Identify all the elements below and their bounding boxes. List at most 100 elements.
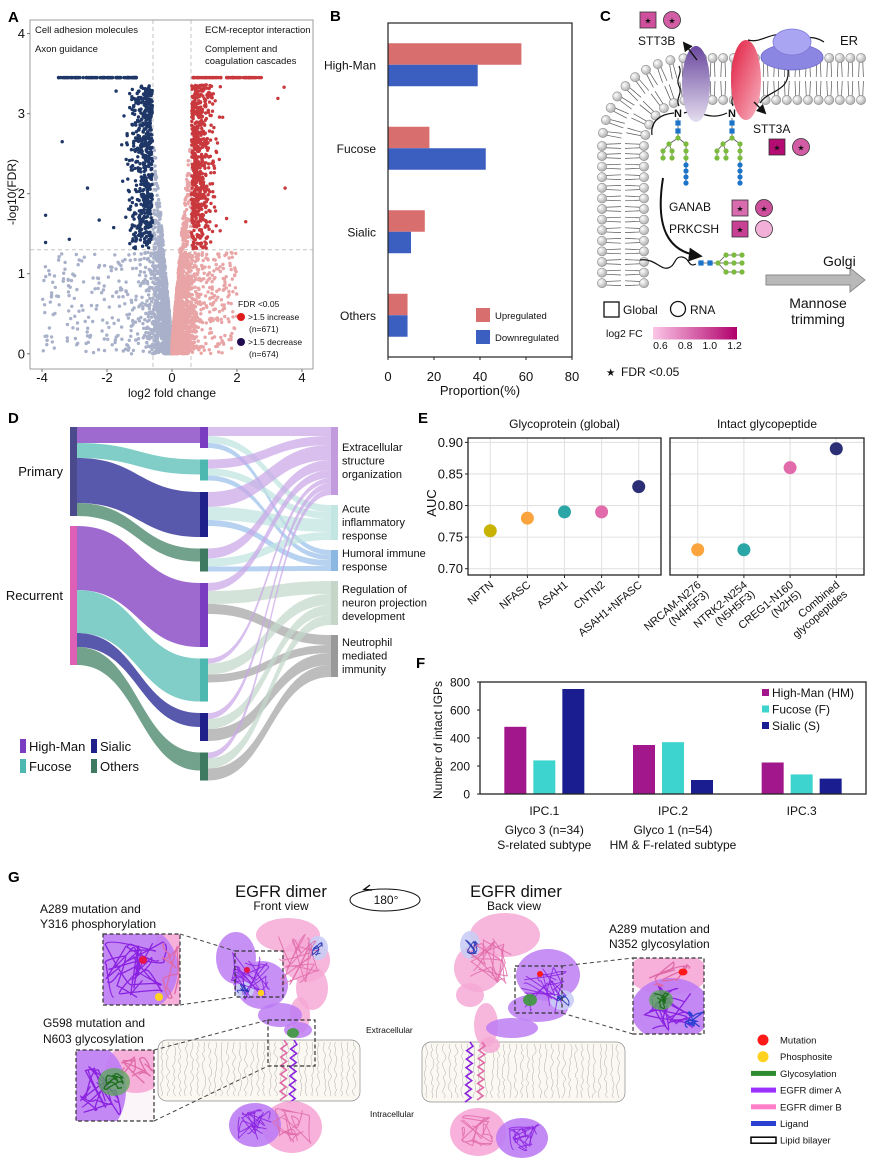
- data-point: [161, 305, 166, 310]
- data-point: [45, 334, 49, 338]
- data-point: [155, 271, 159, 276]
- data-point: [128, 258, 132, 262]
- data-point: [156, 230, 160, 234]
- data-point: [212, 164, 216, 168]
- category-label: Fucose: [337, 142, 377, 156]
- data-point: [192, 201, 196, 206]
- data-point: [218, 85, 222, 89]
- data-point: [162, 282, 166, 286]
- data-point: [209, 171, 213, 175]
- data-point: [73, 314, 77, 318]
- data-point: [132, 252, 137, 256]
- data-point: [222, 284, 226, 288]
- x-tick-label: -4: [36, 370, 48, 385]
- data-point: [216, 295, 220, 299]
- data-point: [201, 277, 205, 281]
- data-point: [196, 101, 200, 106]
- lipid-head: [707, 95, 718, 105]
- data-point: [153, 177, 158, 182]
- data-point: [208, 220, 212, 224]
- data-point: [203, 205, 208, 210]
- data-point: [140, 295, 144, 299]
- data-point: [201, 129, 205, 133]
- data-point: [130, 95, 134, 99]
- data-point: [223, 280, 227, 284]
- data-point: [205, 86, 209, 90]
- data-point: [74, 252, 79, 257]
- data-point: [132, 232, 136, 237]
- data-point: [152, 247, 156, 252]
- data-point: [141, 349, 145, 353]
- data-point: [194, 85, 198, 89]
- lipid-head: [834, 53, 845, 63]
- data-point: [192, 337, 196, 341]
- data-point: [149, 136, 154, 141]
- data-point: [81, 280, 86, 284]
- data-point: [73, 336, 78, 341]
- data-point: [138, 217, 142, 221]
- data-point: [93, 287, 97, 291]
- data-point: [143, 96, 147, 101]
- data-point: [202, 348, 206, 352]
- data-point: [180, 227, 185, 231]
- data-point: [149, 93, 153, 98]
- data-point: [179, 294, 183, 298]
- data-point: [146, 315, 150, 319]
- data-point: [227, 283, 232, 287]
- data-point: [62, 75, 67, 80]
- data-point: [207, 317, 212, 322]
- data-point: [84, 349, 88, 354]
- data-point: [160, 257, 164, 261]
- data-point: [175, 309, 180, 313]
- data-point: [140, 182, 144, 186]
- data-point: [124, 75, 128, 80]
- data-point: [184, 286, 189, 290]
- data-point: [177, 315, 181, 319]
- data-point: [158, 328, 163, 332]
- lipid-head: [658, 103, 669, 114]
- data-point: [199, 234, 204, 238]
- data-point: [146, 282, 150, 286]
- data-point: [197, 148, 201, 153]
- data-point: [193, 171, 197, 175]
- data-point: [198, 186, 203, 191]
- data-point: [191, 210, 195, 214]
- data-point: [222, 306, 226, 310]
- data-point: [223, 333, 227, 338]
- data-point: [162, 258, 166, 262]
- data-point: [227, 338, 231, 342]
- data-point: [144, 311, 148, 316]
- data-point: [130, 158, 134, 162]
- data-point: [86, 340, 91, 344]
- data-point: [114, 267, 118, 271]
- data-point: [148, 184, 152, 188]
- data-point: [196, 155, 201, 159]
- data-point: [198, 89, 203, 93]
- data-point: [183, 303, 187, 308]
- data-point: [130, 107, 134, 112]
- data-point: [195, 158, 199, 163]
- data-point: [129, 324, 133, 328]
- data-point: [161, 330, 166, 334]
- data-point: [191, 297, 195, 301]
- bar-downregulated: [388, 148, 486, 170]
- data-point: [130, 123, 135, 127]
- data-point: [112, 225, 116, 230]
- data-point: [147, 122, 151, 126]
- data-point: [124, 280, 128, 284]
- data-point: [129, 352, 134, 356]
- data-point: [148, 285, 152, 289]
- data-point: [147, 333, 151, 338]
- data-point: [41, 297, 45, 301]
- data-point: [144, 326, 148, 331]
- data-point: [139, 315, 143, 320]
- data-point: [152, 266, 157, 270]
- data-point: [158, 283, 162, 288]
- data-point: [203, 240, 207, 244]
- data-point: [168, 331, 172, 335]
- data-point: [200, 202, 204, 206]
- data-point: [153, 313, 157, 317]
- data-point: [202, 301, 206, 305]
- data-point: [211, 190, 215, 194]
- data-point: [121, 295, 125, 299]
